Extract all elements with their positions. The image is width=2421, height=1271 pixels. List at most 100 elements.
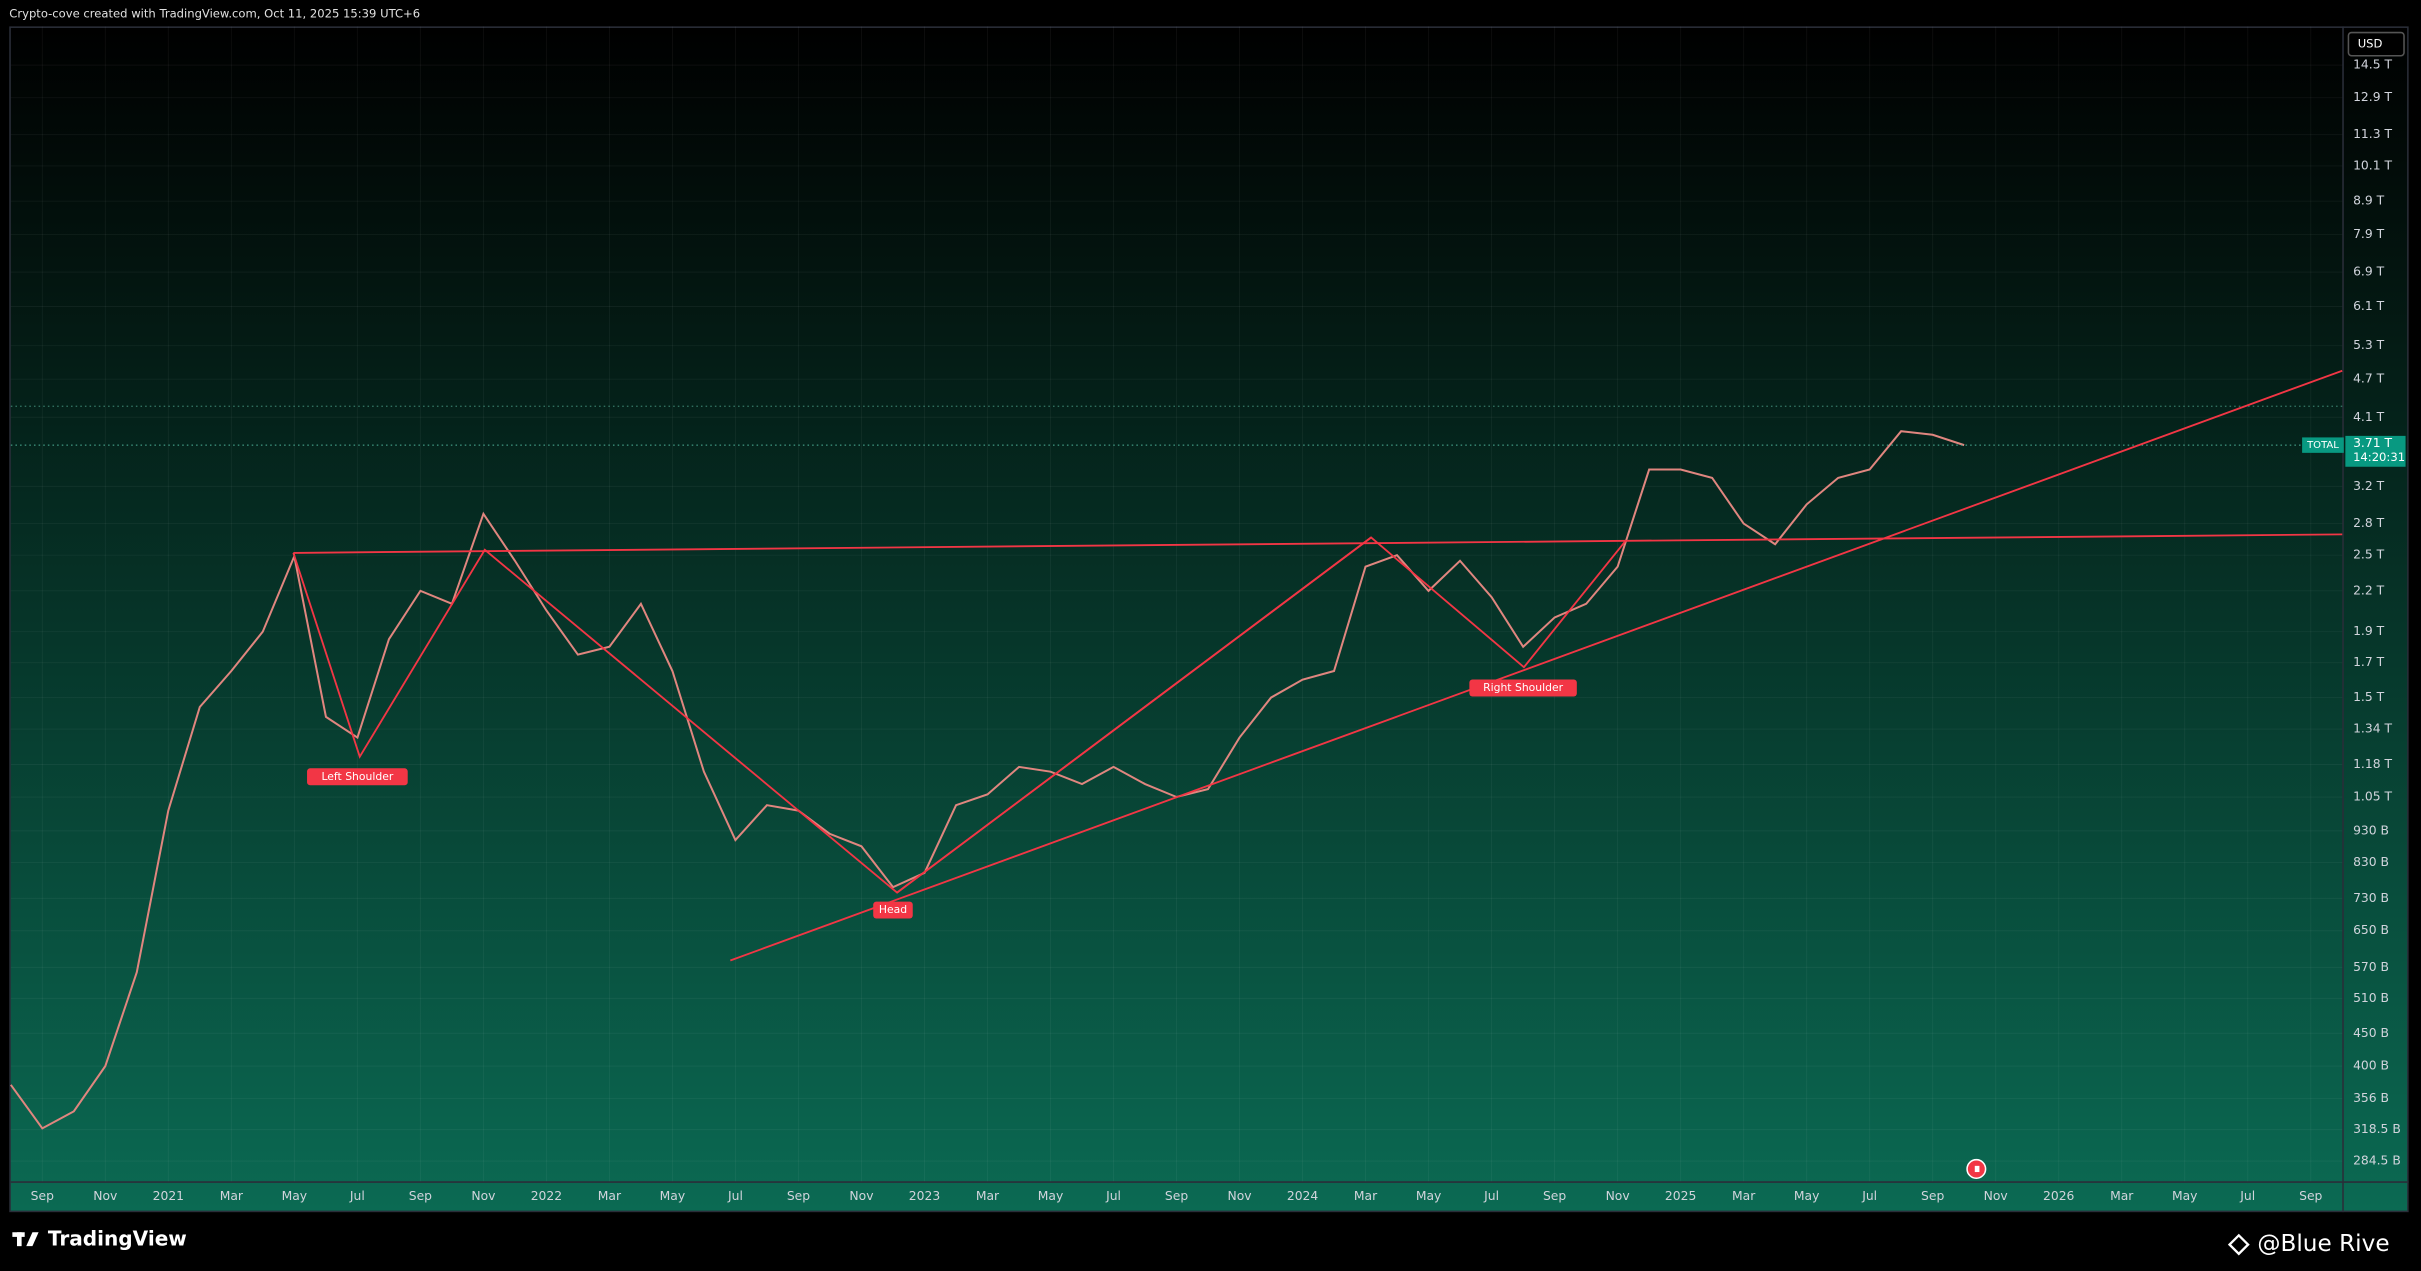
annotation-box [1469, 679, 1577, 697]
y-tick-label: 318.5 B [2353, 1122, 2401, 1136]
x-tick-label: Nov [1606, 1189, 1630, 1203]
annotation-box [307, 768, 408, 786]
y-tick-label: 400 B [2353, 1059, 2389, 1073]
y-tick-label: 4.1 T [2353, 410, 2385, 424]
trend-line [729, 369, 2343, 962]
x-tick-label: Sep [1543, 1189, 1566, 1203]
x-tick-label: May [1794, 1189, 1820, 1203]
x-tick-label: Mar [220, 1189, 244, 1203]
y-tick-label: 830 B [2353, 855, 2389, 869]
x-tick-label: 2021 [153, 1189, 184, 1203]
x-tick-label: Nov [471, 1189, 495, 1203]
x-tick-label: Jul [727, 1189, 743, 1203]
watermark-icon [2227, 1233, 2250, 1256]
x-tick-label: Sep [1165, 1189, 1188, 1203]
x-tick-label: May [282, 1189, 308, 1203]
price-tag [2345, 435, 2406, 467]
x-tick-label: Mar [1732, 1189, 1756, 1203]
grid [10, 26, 2343, 1182]
header-text: Crypto-cove created with TradingView.com… [9, 7, 420, 21]
x-tick-label: Mar [2110, 1189, 2134, 1203]
neckline [293, 533, 2343, 554]
logo-part [26, 1232, 39, 1247]
y-tick-label: 12.9 T [2353, 90, 2392, 104]
symbol-tag [2302, 437, 2344, 453]
x-tick-label: Sep [31, 1189, 54, 1203]
y-tick-label: 730 B [2353, 891, 2389, 905]
annotation-text: Head [879, 903, 907, 916]
currency-box[interactable] [2347, 31, 2405, 57]
x-tick-label: Mar [598, 1189, 622, 1203]
annotation-text: Left Shoulder [321, 770, 393, 783]
x-tick-label: Nov [93, 1189, 117, 1203]
y-tick-label: 356 B [2353, 1091, 2389, 1105]
x-tick-label: Sep [409, 1189, 432, 1203]
x-tick-label: May [1038, 1189, 1064, 1203]
x-tick-label: 2026 [2043, 1189, 2075, 1203]
y-tick-label: 1.05 T [2353, 790, 2392, 804]
y-tick-label: 7.9 T [2353, 227, 2385, 241]
price-line [9, 430, 1965, 1130]
y-tick-label: 2.8 T [2353, 516, 2385, 530]
y-tick-label: 2.2 T [2353, 583, 2385, 597]
y-tick-label: 6.1 T [2353, 299, 2385, 313]
x-tick-label: May [2172, 1189, 2198, 1203]
y-tick-label: 5.3 T [2353, 338, 2385, 352]
pattern-drawings [292, 369, 2343, 962]
x-tick-label: Mar [1354, 1189, 1378, 1203]
x-tick-label: Jul [1105, 1189, 1121, 1203]
x-tick-label: 2025 [1665, 1189, 1696, 1203]
y-tick-label: 6.9 T [2353, 265, 2385, 279]
y-tick-label: 930 B [2353, 823, 2389, 837]
y-tick-label: 1.5 T [2353, 690, 2385, 704]
y-tick-label: 8.9 T [2353, 194, 2385, 208]
y-tick-label: 3.2 T [2353, 479, 2385, 493]
axes: 14.5 T 12.9 T 11.3 T 10.1 T 8.9 T 7.9 T 6.9 T 6… [31, 58, 2406, 1203]
annotation-box [873, 901, 913, 919]
x-tick-label: Nov [1227, 1189, 1251, 1203]
x-tick-label: 2024 [1287, 1189, 1319, 1203]
annotation-layer: Left Shoulder Head Right Shoulder [307, 679, 1577, 919]
countdown: 14:20:31 [2353, 450, 2405, 464]
x-tick-label: Jul [1861, 1189, 1877, 1203]
x-tick-label: 2023 [909, 1189, 940, 1203]
y-tick-label: 284.5 B [2353, 1154, 2401, 1168]
x-tick-label: Jul [349, 1189, 365, 1203]
y-tick-label: 1.7 T [2353, 655, 2385, 669]
y-tick-label: 570 B [2353, 960, 2389, 974]
y-tick-label: 1.18 T [2353, 757, 2392, 771]
x-tick-label: Jul [2239, 1189, 2255, 1203]
x-tick-label: Sep [1921, 1189, 1944, 1203]
y-tick-label: 1.34 T [2353, 722, 2392, 736]
y-tick-label: 10.1 T [2353, 158, 2392, 172]
annotation-text: Right Shoulder [1483, 681, 1564, 694]
x-tick-label: May [1416, 1189, 1442, 1203]
y-tick-label: 4.7 T [2353, 372, 2385, 386]
x-tick-label: Jul [1483, 1189, 1499, 1203]
x-tick-label: May [660, 1189, 686, 1203]
price-tag-label: 3.71 T [2353, 436, 2392, 450]
y-tick-label: 510 B [2353, 991, 2389, 1005]
x-tick-label: Mar [976, 1189, 1000, 1203]
x-tick-label: 2022 [531, 1189, 562, 1203]
brand-logo [12, 1232, 39, 1247]
y-tick-label: 450 B [2353, 1026, 2389, 1040]
event-icon-glyph [1974, 1165, 1980, 1173]
series-layer [9, 430, 2343, 1130]
plot-frame [9, 26, 2409, 1213]
y-tick-label: 11.3 T [2353, 127, 2392, 141]
pattern-line [896, 536, 1372, 894]
y-tick-label: 650 B [2353, 923, 2389, 937]
brand: TradingView [48, 1226, 187, 1250]
currency: USD [2358, 37, 2383, 51]
x-tick-label: Nov [1984, 1189, 2008, 1203]
x-tick-label: Sep [2299, 1189, 2322, 1203]
y-tick-label: 2.5 T [2353, 548, 2385, 562]
watermark: @Blue Rive [2257, 1231, 2389, 1257]
x-tick-label: Sep [787, 1189, 810, 1203]
logo-part [16, 1232, 22, 1247]
x-tick-label: Nov [849, 1189, 873, 1203]
symbol-name: TOTAL [2306, 440, 2339, 451]
